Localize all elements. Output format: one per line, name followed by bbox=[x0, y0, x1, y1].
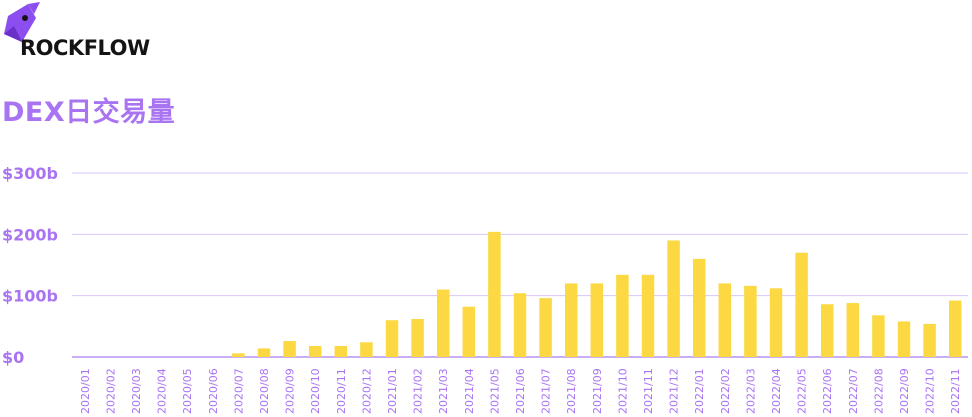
x-tick-label: 2021/07 bbox=[540, 368, 553, 414]
x-tick-label: 2020/04 bbox=[156, 368, 169, 414]
y-tick-label: $100b bbox=[2, 287, 58, 306]
bar bbox=[948, 300, 962, 357]
x-tick-label: 2020/01 bbox=[79, 368, 92, 414]
bar bbox=[769, 288, 783, 357]
x-tick-label: 2020/02 bbox=[104, 368, 117, 414]
x-tick-label: 2022/03 bbox=[744, 368, 757, 414]
x-tick-label: 2021/02 bbox=[412, 368, 425, 414]
x-tick-label: 2022/11 bbox=[949, 368, 962, 414]
x-tick-label: 2022/08 bbox=[872, 368, 885, 414]
bar bbox=[820, 304, 834, 357]
bar bbox=[462, 306, 476, 357]
y-tick-label: $0 bbox=[2, 348, 24, 367]
bar bbox=[308, 345, 322, 357]
bar bbox=[718, 283, 732, 357]
x-tick-label: 2020/07 bbox=[232, 368, 245, 414]
bar bbox=[488, 231, 501, 357]
x-tick-label: 2022/06 bbox=[821, 368, 834, 414]
bar bbox=[334, 345, 348, 357]
x-tick-label: 2020/08 bbox=[258, 368, 271, 414]
unicorn-icon bbox=[4, 2, 40, 42]
bar bbox=[513, 293, 527, 357]
y-tick-label: $200b bbox=[2, 225, 58, 244]
x-tick-label: 2020/10 bbox=[309, 368, 322, 414]
x-tick-label: 2022/07 bbox=[847, 368, 860, 414]
bar bbox=[564, 283, 578, 357]
chart-title: DEX日交易量 bbox=[2, 97, 176, 128]
x-tick-label: 2021/10 bbox=[616, 368, 629, 414]
bar bbox=[667, 240, 680, 357]
x-tick-label: 2022/05 bbox=[796, 368, 809, 414]
bar bbox=[283, 341, 296, 357]
x-tick-label: 2022/02 bbox=[719, 368, 732, 414]
bar bbox=[360, 342, 373, 357]
bar bbox=[539, 298, 552, 357]
bar bbox=[897, 321, 911, 357]
x-tick-label: 2020/05 bbox=[181, 368, 194, 414]
x-tick-label: 2020/11 bbox=[335, 368, 348, 414]
bar bbox=[872, 315, 885, 357]
x-tick-label: 2022/09 bbox=[898, 368, 911, 414]
brand-logo: ROCKFLOW bbox=[0, 0, 200, 64]
x-tick-label: 2021/04 bbox=[463, 368, 476, 414]
y-tick-label: $300b bbox=[2, 164, 58, 183]
x-tick-label: 2022/01 bbox=[693, 368, 706, 414]
brand-name: ROCKFLOW bbox=[20, 36, 150, 60]
bar bbox=[257, 348, 271, 357]
bar bbox=[232, 353, 245, 357]
x-tick-label: 2021/06 bbox=[514, 368, 527, 414]
bar bbox=[411, 318, 424, 357]
x-tick-label: 2020/03 bbox=[130, 368, 143, 414]
x-tick-label: 2021/03 bbox=[437, 368, 450, 414]
bar bbox=[923, 323, 936, 357]
bar bbox=[590, 283, 604, 357]
x-tick-label: 2020/06 bbox=[207, 368, 220, 414]
x-tick-label: 2020/09 bbox=[284, 368, 297, 414]
x-tick-label: 2020/12 bbox=[360, 368, 373, 414]
x-tick-label: 2022/10 bbox=[924, 368, 937, 414]
x-tick-label: 2021/05 bbox=[488, 368, 501, 414]
bar bbox=[692, 258, 706, 357]
bar bbox=[385, 320, 399, 357]
x-tick-label: 2021/09 bbox=[591, 368, 604, 414]
bar bbox=[846, 303, 860, 357]
bar bbox=[744, 285, 757, 357]
bar bbox=[641, 274, 655, 357]
x-tick-label: 2021/12 bbox=[668, 368, 681, 414]
x-tick-label: 2021/08 bbox=[565, 368, 578, 414]
bar bbox=[616, 274, 629, 357]
x-tick-label: 2021/01 bbox=[386, 368, 399, 414]
bar bbox=[795, 252, 808, 357]
x-tick-label: 2022/04 bbox=[770, 368, 783, 414]
bar bbox=[436, 289, 450, 357]
x-tick-label: 2021/11 bbox=[642, 368, 655, 414]
